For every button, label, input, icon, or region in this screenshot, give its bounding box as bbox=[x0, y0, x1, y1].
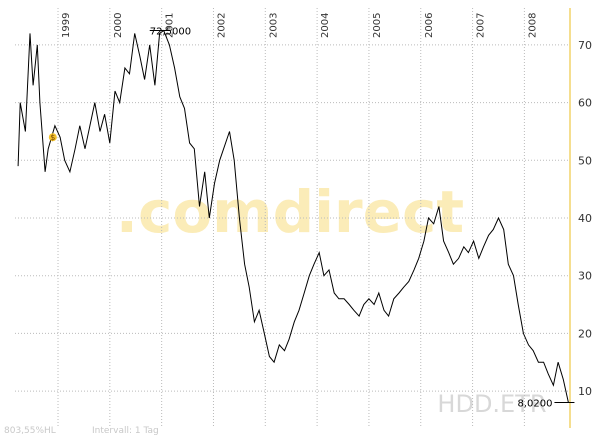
x-tick-label: 1999 bbox=[61, 13, 72, 38]
price-line bbox=[17, 29, 569, 403]
x-tick-label: 2002 bbox=[216, 13, 227, 38]
x-tick-label: 2004 bbox=[320, 13, 331, 38]
y-tick-label: 20 bbox=[578, 327, 592, 340]
watermark: .comdirect bbox=[116, 178, 464, 246]
symbol: HDD.ETR bbox=[437, 390, 546, 418]
annotation: 8,0200 bbox=[517, 399, 552, 410]
x-tick-label: 2006 bbox=[424, 13, 435, 38]
y-tick-label: 70 bbox=[578, 39, 592, 52]
x-tick-label: 2003 bbox=[268, 13, 279, 38]
y-tick-label: 30 bbox=[578, 270, 592, 283]
y-tick-label: 40 bbox=[578, 212, 592, 225]
footer-range: 803,55%HL bbox=[4, 426, 56, 436]
annotation: 72,5000 bbox=[150, 27, 191, 38]
y-tick-label: 10 bbox=[578, 385, 592, 398]
footer-interval: Intervall: 1 Tag bbox=[92, 426, 159, 436]
x-tick-label: 2008 bbox=[527, 13, 538, 38]
y-tick-label: 50 bbox=[578, 154, 592, 167]
x-tick-label: 2001 bbox=[165, 13, 176, 38]
dividend-label: $ bbox=[50, 133, 55, 142]
x-tick-label: 2000 bbox=[113, 13, 124, 38]
y-tick-label: 60 bbox=[578, 97, 592, 110]
dividend-marker bbox=[48, 133, 57, 142]
x-tick-label: 2007 bbox=[476, 13, 487, 38]
x-tick-label: 2005 bbox=[372, 13, 383, 38]
